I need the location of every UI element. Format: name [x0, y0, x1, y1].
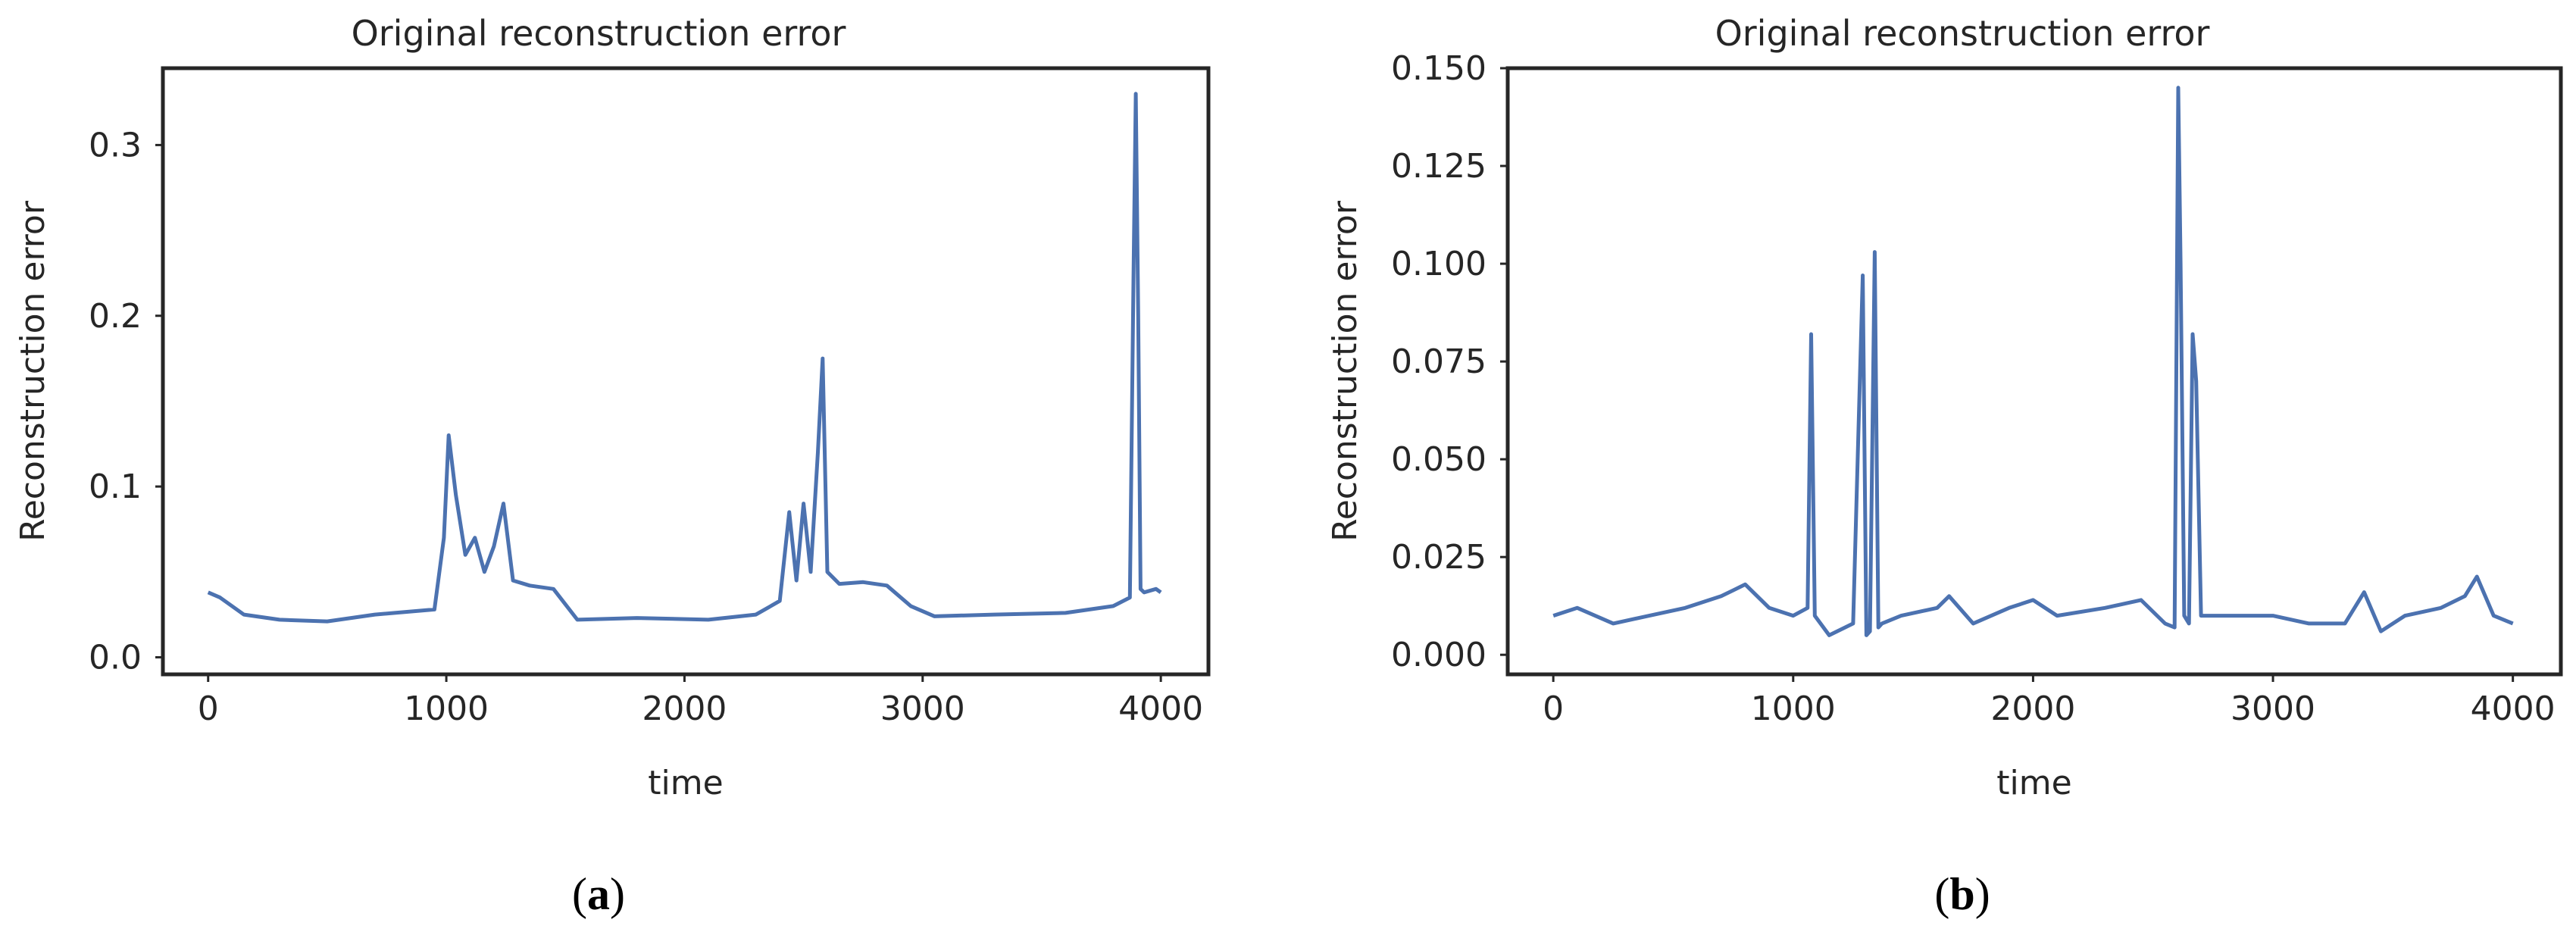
chart-a-xticks: 0 1000 2000 3000 4000 [198, 674, 1203, 728]
chart-a-ytick-label: 0.1 [89, 468, 142, 506]
chart-b-xlabel: time [1996, 764, 2071, 802]
chart-b-ytick-label: 0.000 [1391, 636, 1487, 674]
chart-b-ytick-label: 0.025 [1391, 538, 1487, 577]
chart-b: Original reconstruction error 0 1000 2000 3… [1326, 13, 2563, 919]
chart-a-xtick-label: 1000 [404, 690, 489, 728]
chart-a-series [207, 92, 1162, 624]
chart-b-series [1552, 86, 2514, 637]
chart-a-caption-letter: a [587, 869, 610, 919]
chart-a-ylabel: Reconstruction error [14, 200, 52, 542]
chart-b-ytick-label: 0.150 [1391, 49, 1487, 88]
chart-a-ytick-label: 0.2 [89, 297, 142, 336]
chart-b-xtick-label: 3000 [2231, 690, 2315, 728]
chart-b-plot-frame [1505, 66, 2563, 677]
chart-b-xtick-label: 0 [1543, 690, 1564, 728]
chart-b-caption-open: ( [1934, 869, 1949, 919]
chart-b-ytick-label: 0.125 [1391, 147, 1487, 186]
chart-a-xtick-label: 2000 [642, 690, 727, 728]
chart-b-ytick-label: 0.075 [1391, 342, 1487, 381]
chart-a-plot-frame [161, 66, 1211, 677]
chart-b-series-line-0 [1552, 86, 2514, 637]
chart-b-ytick-label: 0.100 [1391, 245, 1487, 283]
chart-a-ytick-label: 0.3 [89, 126, 142, 164]
chart-a-xtick-label: 4000 [1118, 690, 1203, 728]
chart-a-xlabel: time [648, 764, 723, 802]
chart-a-caption-close: ) [610, 869, 625, 919]
chart-b-caption: (b) [1934, 869, 1990, 919]
chart-a-caption-open: ( [572, 869, 587, 919]
chart-b-title: Original reconstruction error [1715, 13, 2210, 54]
chart-b-ytick-label: 0.050 [1391, 440, 1487, 479]
chart-b-caption-close: ) [1975, 869, 1990, 919]
chart-a-xtick-label: 0 [198, 690, 219, 728]
chart-a-ytick-label: 0.0 [89, 638, 142, 677]
chart-a-title: Original reconstruction error [352, 13, 846, 54]
chart-a-series-line-0 [207, 92, 1162, 624]
chart-b-yticks: 0.000 0.025 0.050 0.075 0.100 0.125 0.150 [1391, 49, 1508, 674]
chart-a-caption: (a) [572, 869, 625, 919]
chart-b-xtick-label: 1000 [1751, 690, 1836, 728]
chart-a-xtick-label: 3000 [880, 690, 965, 728]
chart-b-caption-letter: b [1949, 869, 1974, 919]
chart-a: Original reconstruction error 0 1000 2000 3… [14, 13, 1211, 919]
chart-b-xticks: 0 1000 2000 3000 4000 [1543, 674, 2556, 728]
chart-b-ylabel: Reconstruction error [1326, 200, 1365, 542]
chart-b-xtick-label: 2000 [1990, 690, 2075, 728]
chart-a-yticks: 0.0 0.1 0.2 0.3 [89, 126, 163, 677]
chart-b-xtick-label: 4000 [2471, 690, 2556, 728]
